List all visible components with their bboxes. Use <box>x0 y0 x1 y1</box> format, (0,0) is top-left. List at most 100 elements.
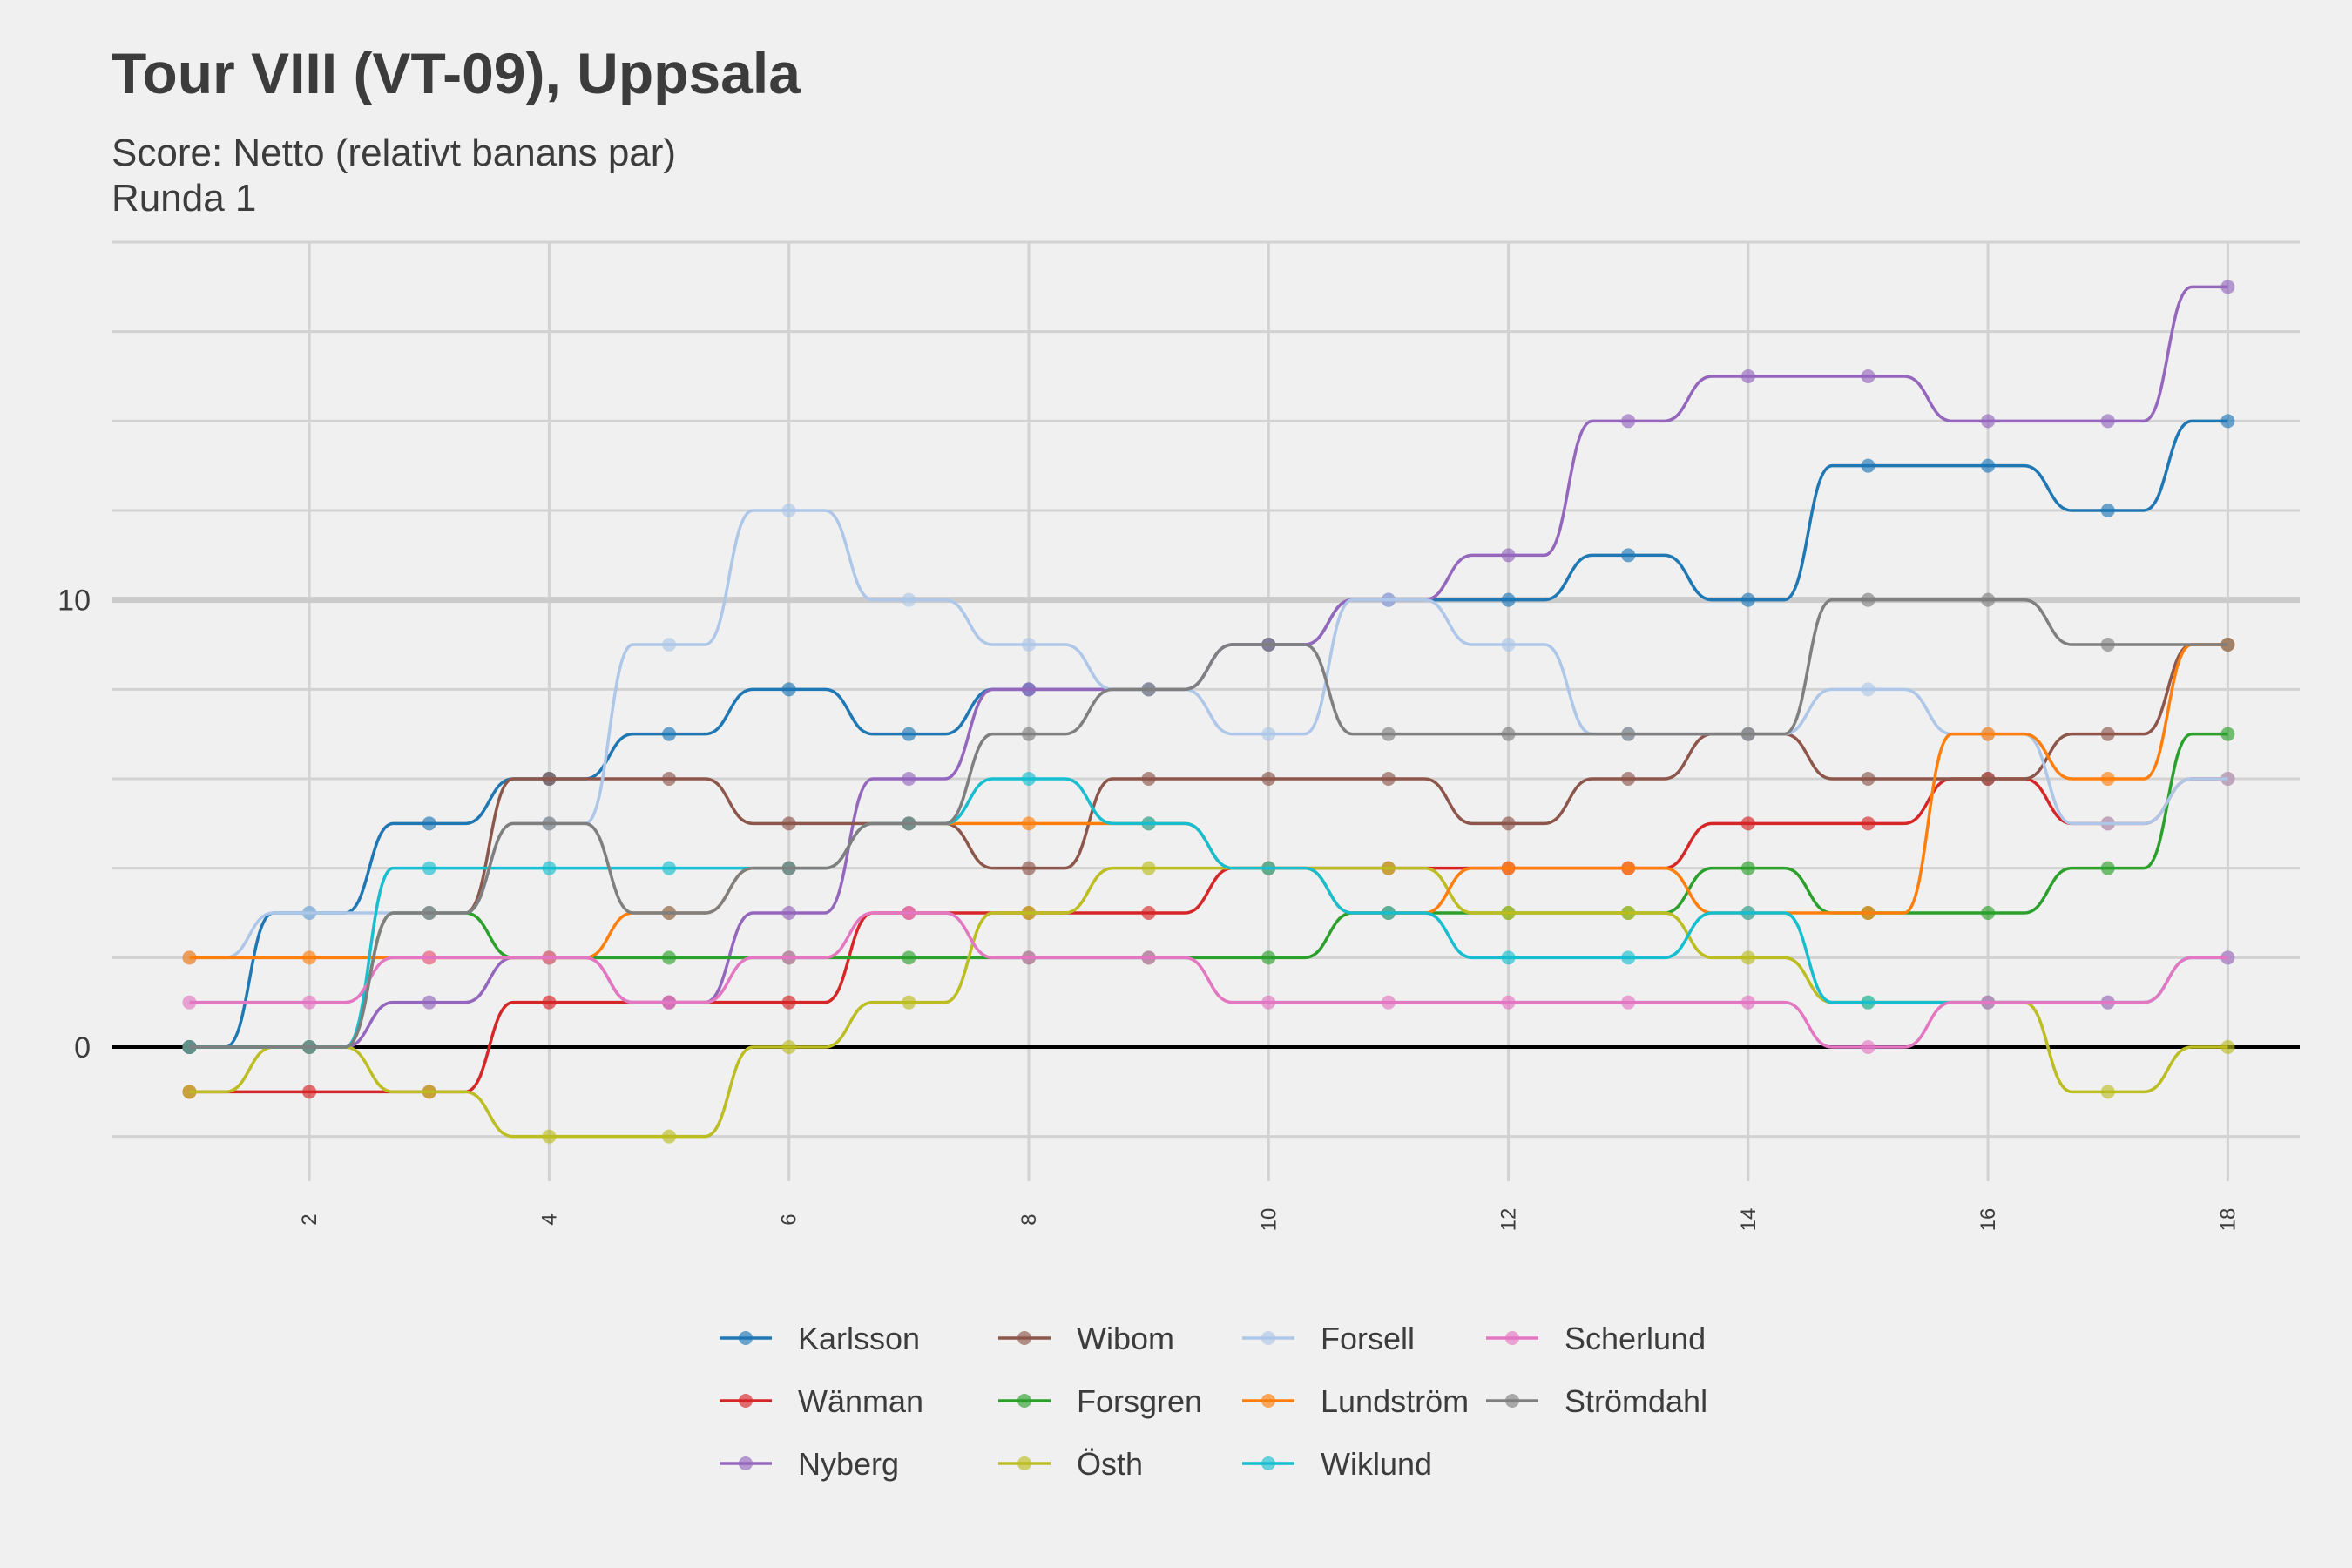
data-point <box>182 995 197 1010</box>
data-point <box>662 995 677 1010</box>
data-point <box>1021 727 1036 741</box>
x-tick-label: 18 <box>2216 1208 2240 1232</box>
data-point <box>2220 414 2235 429</box>
data-point <box>2100 861 2115 875</box>
legend-item: Wänman <box>720 1383 923 1419</box>
data-point <box>182 950 197 965</box>
series-line <box>189 598 2228 1049</box>
data-point <box>1981 458 1996 473</box>
data-point <box>1740 861 1755 875</box>
series-7 <box>182 504 2235 965</box>
series-10 <box>182 906 2235 1054</box>
subtitle-line-round: Runda 1 <box>112 177 257 220</box>
data-point <box>2100 995 2115 1010</box>
data-point <box>1861 995 1876 1010</box>
x-tick-label: 2 <box>298 1213 321 1225</box>
data-point <box>1021 682 1036 697</box>
series-line <box>189 732 2228 1049</box>
data-point <box>1501 727 1516 741</box>
data-point <box>1740 727 1755 741</box>
legend-swatch-point <box>1261 1394 1275 1408</box>
series-11 <box>182 592 2235 1054</box>
data-point <box>1261 638 1276 652</box>
data-point <box>182 1040 197 1054</box>
data-point <box>1381 772 1396 786</box>
data-point <box>1861 592 1876 607</box>
legend-item: Wiklund <box>1242 1446 1432 1482</box>
data-point <box>781 861 796 875</box>
data-point <box>1381 727 1396 741</box>
data-point <box>1981 995 1996 1010</box>
series-4 <box>182 638 2235 1054</box>
data-point <box>1021 638 1036 652</box>
data-point <box>1501 995 1516 1010</box>
data-point <box>1381 995 1396 1010</box>
data-point <box>1621 414 1636 429</box>
legend-swatch-point <box>739 1394 753 1408</box>
data-point <box>182 1085 197 1099</box>
legend-label: Forsell <box>1321 1321 1415 1356</box>
data-point <box>1981 592 1996 607</box>
data-point <box>1381 592 1396 607</box>
chart-subtitle: Score: Netto (relativt banans par) Runda… <box>112 131 676 221</box>
data-point <box>1501 906 1516 920</box>
data-point <box>781 504 796 517</box>
data-point <box>1621 906 1636 920</box>
data-point <box>662 861 677 875</box>
data-point <box>1261 727 1276 741</box>
legend-swatch-point <box>1017 1394 1031 1408</box>
y-tick-label: 10 <box>57 585 91 618</box>
data-point <box>662 772 677 786</box>
data-point <box>1740 369 1755 383</box>
data-point <box>302 950 317 965</box>
data-point <box>2220 638 2235 652</box>
data-point <box>422 816 436 831</box>
data-point <box>1861 369 1876 383</box>
data-point <box>902 592 916 607</box>
data-point <box>422 906 436 920</box>
data-point <box>1141 861 1156 875</box>
legend-swatch-point <box>739 1331 753 1345</box>
data-point <box>902 906 916 920</box>
data-point <box>1621 727 1636 741</box>
legend-label: Strömdahl <box>1565 1383 1707 1419</box>
data-point <box>902 995 916 1010</box>
data-point <box>1381 906 1396 920</box>
data-point <box>1621 772 1636 786</box>
data-point <box>1621 548 1636 563</box>
data-point <box>1861 682 1876 697</box>
data-point <box>422 995 436 1010</box>
legend-swatch-point <box>1505 1331 1519 1345</box>
x-tick-label: 14 <box>1737 1208 1761 1232</box>
data-point <box>1501 592 1516 607</box>
data-point <box>2220 1040 2235 1054</box>
data-point <box>1621 950 1636 965</box>
data-point <box>2100 638 2115 652</box>
series-lines <box>182 280 2235 1144</box>
legend-item: Forsell <box>1242 1321 1415 1356</box>
legend-label: Karlsson <box>798 1321 920 1356</box>
data-point <box>542 772 557 786</box>
data-point <box>902 816 916 831</box>
axes: 0 10 2 4 6 8 10 12 14 16 18 <box>57 585 2300 1232</box>
legend-label: Wiklund <box>1321 1446 1432 1482</box>
data-point <box>902 950 916 965</box>
data-point <box>1261 950 1276 965</box>
data-point <box>781 816 796 831</box>
data-point <box>542 950 557 965</box>
data-point <box>2100 816 2115 831</box>
data-point <box>2220 280 2235 294</box>
data-point <box>302 995 317 1010</box>
series-line <box>189 777 2228 1094</box>
data-point <box>1141 772 1156 786</box>
data-point <box>662 906 677 920</box>
legend-swatch-point <box>1017 1456 1031 1470</box>
data-point <box>1141 682 1156 697</box>
data-point <box>2100 414 2115 429</box>
x-tick-label: 4 <box>537 1213 561 1225</box>
legend-swatch-point <box>1505 1394 1519 1408</box>
data-point <box>1141 816 1156 831</box>
series-line <box>189 643 2228 960</box>
series-line <box>189 643 2228 1049</box>
data-point <box>1141 950 1156 965</box>
